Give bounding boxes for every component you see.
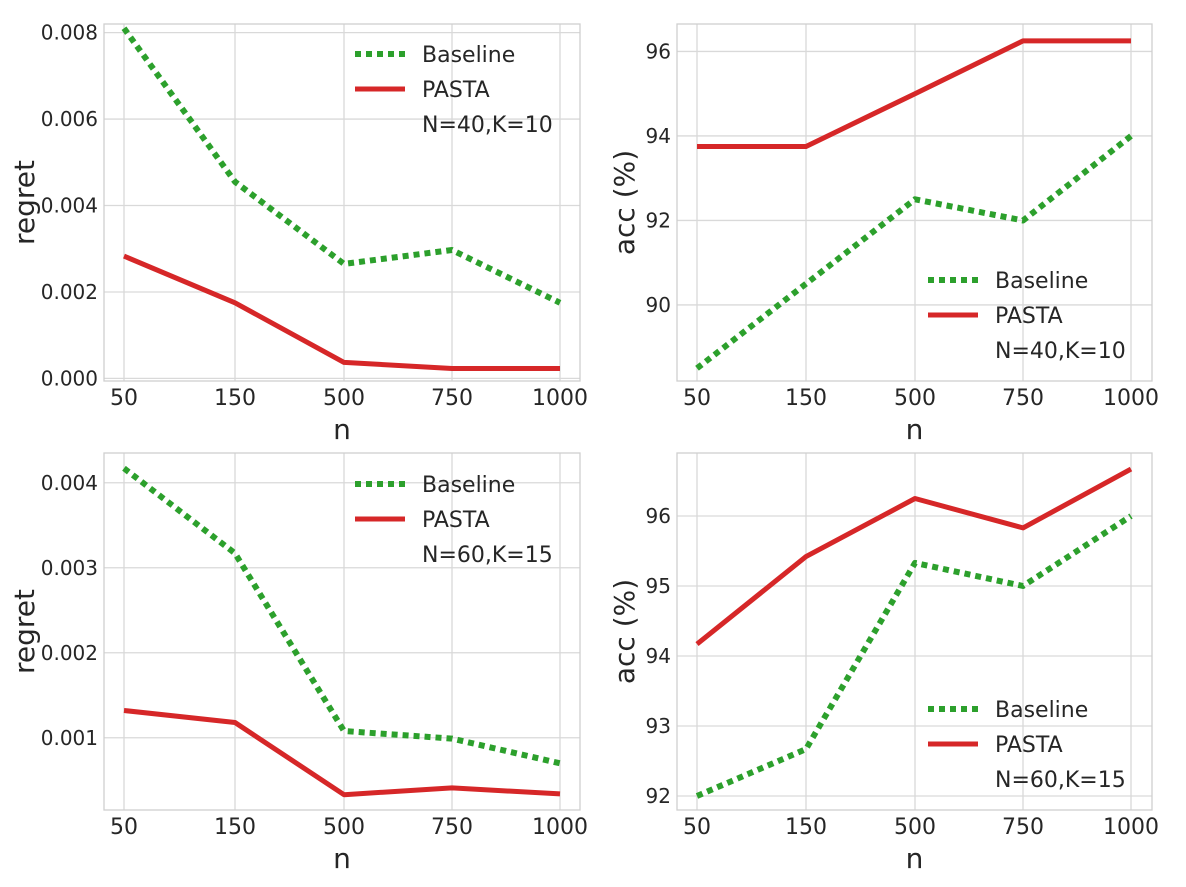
y-tick-label: 0.003 xyxy=(41,556,98,580)
x-tick-label: 500 xyxy=(323,815,365,840)
y-tick-label: 0.002 xyxy=(41,280,98,304)
y-tick-label: 96 xyxy=(646,39,671,63)
x-tick-label: 150 xyxy=(785,815,827,840)
x-axis-title: n xyxy=(333,842,351,875)
legend-label-pasta: PASTA xyxy=(995,733,1063,758)
x-axis-title: n xyxy=(906,413,924,446)
x-tick-label: 50 xyxy=(110,815,138,840)
legend-label-pasta: PASTA xyxy=(422,508,490,533)
y-tick-label: 93 xyxy=(646,714,671,738)
x-tick-label: 150 xyxy=(214,386,256,411)
y-axis-title: regret xyxy=(8,160,41,245)
series-line-baseline xyxy=(121,26,562,306)
x-tick-label: 50 xyxy=(683,386,711,411)
x-tick-label: 50 xyxy=(110,386,138,411)
y-axis-title: regret xyxy=(8,589,41,674)
legend: Baseline PASTA N=40,K=10 xyxy=(355,43,553,138)
x-tick-label: 500 xyxy=(323,386,365,411)
y-tick-label: 94 xyxy=(646,124,671,148)
y-tick-label: 92 xyxy=(646,784,671,808)
y-tick-label: 0.000 xyxy=(41,366,98,390)
series-line-pasta xyxy=(695,466,1133,647)
x-tick-label: 50 xyxy=(683,815,711,840)
x-axis-title: n xyxy=(906,842,924,875)
y-tick-label: 0.006 xyxy=(41,107,98,131)
plot-area-frame xyxy=(103,23,581,382)
series-line-pasta xyxy=(123,708,561,798)
x-tick-label: 150 xyxy=(785,386,827,411)
x-tick-label: 750 xyxy=(431,386,473,411)
x-tick-label: 150 xyxy=(214,815,256,840)
x-tick-label: 1000 xyxy=(532,815,588,840)
plot-area-frame xyxy=(103,452,581,811)
legend-label-baseline: Baseline xyxy=(422,43,515,68)
legend-note: N=40,K=10 xyxy=(422,113,553,138)
legend-label-baseline: Baseline xyxy=(995,269,1088,294)
y-tick-label: 0.008 xyxy=(41,21,98,45)
y-tick-label: 0.002 xyxy=(41,641,98,665)
y-tick-label: 0.004 xyxy=(41,471,98,495)
plot-area-frame xyxy=(676,23,1153,382)
legend-note: N=60,K=15 xyxy=(995,768,1126,793)
y-tick-label: 0.001 xyxy=(41,726,98,750)
plot-area-frame xyxy=(676,452,1153,811)
series-line-pasta xyxy=(123,253,560,371)
y-tick-label: 0.004 xyxy=(41,194,98,218)
x-tick-label: 1000 xyxy=(1103,386,1159,411)
y-tick-label: 96 xyxy=(646,504,671,528)
legend-label-pasta: PASTA xyxy=(422,78,490,103)
x-tick-label: 500 xyxy=(894,815,936,840)
x-tick-label: 750 xyxy=(1002,386,1044,411)
chart-panel-2: 90 92 94 96 50 150 500 750 1000 n acc (%) Baseline P… xyxy=(608,23,1159,446)
series-line-baseline xyxy=(695,133,1133,371)
y-tick-label: 94 xyxy=(646,644,671,668)
x-tick-label: 1000 xyxy=(532,386,588,411)
y-axis-title: acc (%) xyxy=(608,579,641,684)
x-tick-label: 750 xyxy=(431,815,473,840)
series-line-baseline xyxy=(695,513,1133,799)
legend: Baseline PASTA N=40,K=10 xyxy=(928,269,1126,364)
legend: Baseline PASTA N=60,K=15 xyxy=(928,698,1126,793)
y-tick-label: 90 xyxy=(646,293,671,317)
chart-panel-4: 92 93 94 95 96 50 150 500 750 1000 n acc (%) Baselin… xyxy=(608,452,1159,875)
y-tick-label: 92 xyxy=(646,208,671,232)
legend-label-pasta: PASTA xyxy=(995,304,1063,329)
y-tick-label: 95 xyxy=(646,574,671,598)
x-axis-title: n xyxy=(333,413,351,446)
x-tick-label: 500 xyxy=(894,386,936,411)
legend: Baseline PASTA N=60,K=15 xyxy=(355,473,553,568)
legend-note: N=40,K=10 xyxy=(995,339,1126,364)
series-line-baseline xyxy=(122,465,561,767)
legend-note: N=60,K=15 xyxy=(422,543,553,568)
x-tick-label: 750 xyxy=(1002,815,1044,840)
x-tick-label: 1000 xyxy=(1103,815,1159,840)
series-line-pasta xyxy=(697,38,1131,149)
chart-panel-1: 0.000 0.002 0.004 0.006 0.008 50 150 500 750 1000… xyxy=(8,21,588,446)
y-axis-title: acc (%) xyxy=(608,150,641,255)
chart-panel-3: 0.001 0.002 0.003 0.004 50 150 500 750 1000 n regr… xyxy=(8,452,588,875)
legend-label-baseline: Baseline xyxy=(422,473,515,498)
legend-label-baseline: Baseline xyxy=(995,698,1088,723)
